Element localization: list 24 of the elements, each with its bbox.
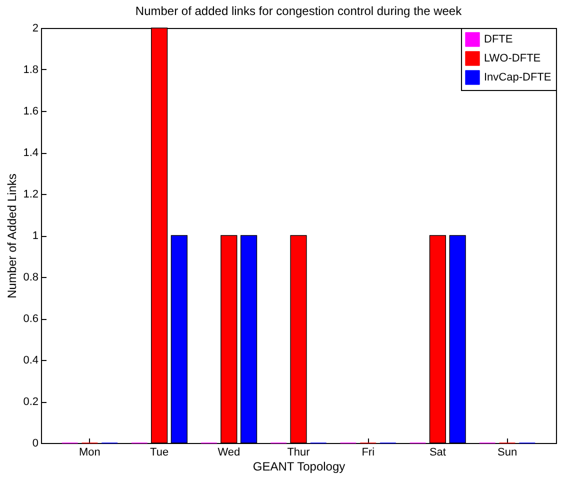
y-tick-label: 1.4	[23, 147, 38, 159]
y-tick-label: 1.6	[23, 106, 38, 118]
y-tick-label: 1.2	[23, 188, 38, 200]
x-tick-label: Sun	[497, 446, 518, 458]
legend-label: InvCap-DFTE	[484, 72, 552, 84]
x-tick-label: Fri	[362, 446, 375, 458]
legend-label: LWO-DFTE	[484, 52, 541, 64]
y-tick-label: 0.2	[23, 396, 38, 408]
x-tick-label: Tue	[150, 446, 169, 458]
y-tick-label: 2	[32, 22, 38, 34]
y-tick-label: 0.6	[23, 313, 38, 325]
x-axis-title: GEANT Topology	[252, 460, 346, 474]
chart-title: Number of added links for congestion control during the week	[135, 4, 463, 18]
x-tick-label: Sat	[429, 446, 446, 458]
x-tick-label: Wed	[218, 446, 240, 458]
y-tick-label: 1	[32, 230, 38, 242]
y-tick-label: 0.8	[23, 272, 38, 284]
x-tick-label: Thur	[287, 446, 310, 458]
y-tick-label: 0	[32, 438, 38, 450]
legend-label: DFTE	[484, 34, 513, 46]
y-tick-label: 1.8	[23, 64, 38, 76]
y-tick-label: 0.4	[23, 354, 38, 366]
x-tick-label: Mon	[79, 446, 100, 458]
y-axis-title: Number of Added Links	[5, 174, 20, 298]
